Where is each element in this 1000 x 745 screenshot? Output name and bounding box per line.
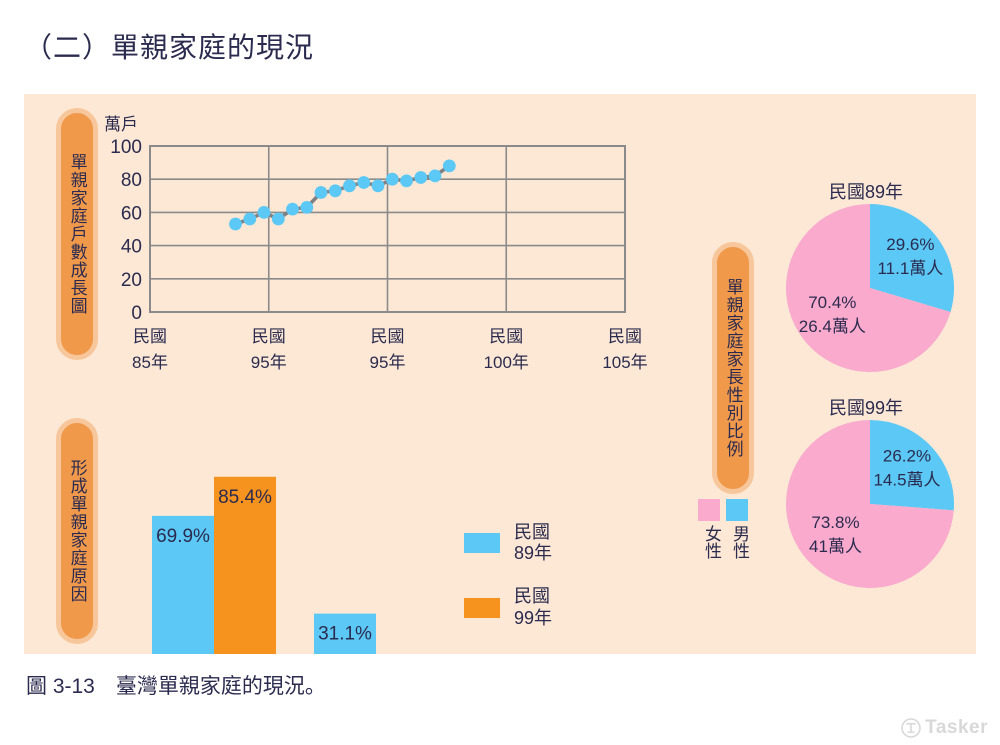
pie-chart-2: 26.2% 14.5萬人 73.8% 41萬人 — [785, 420, 954, 588]
legend-label-line1: 民國 — [514, 586, 550, 607]
pie-chart-1: 29.6% 11.1萬人 70.4% 26.4萬人 — [786, 204, 955, 372]
svg-text:14.5萬人: 14.5萬人 — [873, 471, 940, 490]
legend-label-line2: 99年 — [514, 607, 553, 628]
side-label-pie-charts: 單親家庭家長性別比例 — [712, 242, 754, 494]
legend-swatch-female-icon — [698, 499, 720, 521]
svg-text:29.6%: 29.6% — [886, 235, 934, 254]
legend-swatch-male-icon — [726, 499, 748, 521]
bar-chart-legend: 民國 89年 民國 99年 — [464, 522, 552, 651]
svg-text:95年: 95年 — [251, 353, 287, 372]
bar-chart-bars — [152, 476, 376, 654]
svg-text:民國: 民國 — [371, 327, 405, 346]
pie-chart-title-1: 民國89年 — [828, 182, 904, 202]
legend-item: 民國 99年 — [464, 586, 552, 628]
line-chart-unit-label: 萬戶 — [104, 115, 138, 134]
line-chart-x-ticks: 民國 85年 民國 95年 民國 95年 民國 100年 民國 105年 — [132, 327, 648, 372]
svg-text:100年: 100年 — [484, 353, 529, 372]
svg-text:40: 40 — [121, 237, 142, 258]
svg-text:60: 60 — [121, 203, 142, 224]
line-chart-series-line — [233, 164, 452, 226]
watermark-text: Tasker — [925, 717, 988, 738]
svg-text:41萬人: 41萬人 — [809, 537, 862, 556]
svg-text:31.1%: 31.1% — [318, 624, 372, 645]
legend-label-female: 女性 — [702, 525, 721, 559]
page-title: （二）單親家庭的現況 — [24, 32, 315, 63]
line-chart-y-ticks: 0 20 40 60 80 100 — [110, 137, 142, 324]
svg-text:民國: 民國 — [252, 327, 286, 346]
svg-text:0: 0 — [131, 303, 142, 324]
line-chart-gridlines — [149, 145, 626, 313]
legend-swatch-icon — [464, 597, 500, 618]
legend-item: 民國 89年 — [464, 522, 552, 564]
side-label-bar-chart: 形成單親家庭原因 — [56, 418, 98, 644]
svg-text:70.4%: 70.4% — [808, 293, 856, 312]
svg-text:69.9%: 69.9% — [156, 526, 210, 547]
svg-text:26.4萬人: 26.4萬人 — [799, 317, 866, 336]
legend-label: 民國 89年 — [514, 522, 552, 564]
svg-text:105年: 105年 — [602, 353, 647, 372]
line-chart-svg: 0 20 40 60 80 100 民國 85年 民國 95年 民國 95年 民國 100年 民國 105年 — [110, 137, 648, 372]
legend-swatch-icon — [464, 533, 500, 554]
svg-text:11.1萬人: 11.1萬人 — [877, 259, 943, 278]
svg-text:26.2%: 26.2% — [883, 447, 931, 466]
pie-chart-title-2: 民國99年 — [828, 398, 904, 418]
bar-chart-svg: 69.9%85.4%31.1%14.6% 未婚或離婚配偶死亡或其他 — [152, 476, 376, 654]
infographic-panel: 單親家庭戶數成長圖 萬戶 0 20 40 60 80 100 民國 85年 民國 95年 民國 95… — [24, 94, 976, 654]
svg-text:85年: 85年 — [132, 353, 168, 372]
watermark: Tasker — [901, 717, 988, 739]
svg-text:73.8%: 73.8% — [811, 513, 859, 532]
svg-text:95年: 95年 — [370, 353, 406, 372]
legend-label: 民國 99年 — [514, 586, 552, 628]
svg-text:80: 80 — [121, 170, 142, 191]
pie-chart-legend: 女性 男性 — [692, 499, 772, 559]
bar-chart-value-labels: 69.9%85.4%31.1%14.6% — [156, 487, 372, 645]
legend-label-line2: 89年 — [514, 543, 553, 564]
bar-chart-block: 形成單親家庭原因 69.9%85.4%31.1%14.6% 未婚或離婚配偶死亡或… — [24, 390, 684, 654]
side-label-line-chart: 單親家庭戶數成長圖 — [56, 108, 98, 360]
line-chart-block: 單親家庭戶數成長圖 萬戶 0 20 40 60 80 100 民國 85年 民國 95年 民國 95… — [24, 94, 684, 384]
svg-text:20: 20 — [121, 270, 142, 291]
legend-label-male: 男性 — [730, 525, 749, 559]
figure-caption: 圖 3-13 臺灣單親家庭的現況。 — [26, 675, 326, 698]
svg-text:民國: 民國 — [608, 327, 642, 346]
svg-text:85.4%: 85.4% — [218, 487, 272, 508]
tasker-logo-icon — [901, 718, 921, 738]
svg-text:民國: 民國 — [133, 327, 167, 346]
legend-label-line1: 民國 — [514, 522, 550, 542]
line-chart-data-points — [229, 159, 456, 231]
pie-chart-block: 單親家庭家長性別比例 民國89年 29.6% 11.1萬人 70.4% 26.4萬人 … — [692, 94, 976, 654]
svg-text:100: 100 — [110, 137, 142, 158]
svg-text:民國: 民國 — [489, 327, 523, 346]
